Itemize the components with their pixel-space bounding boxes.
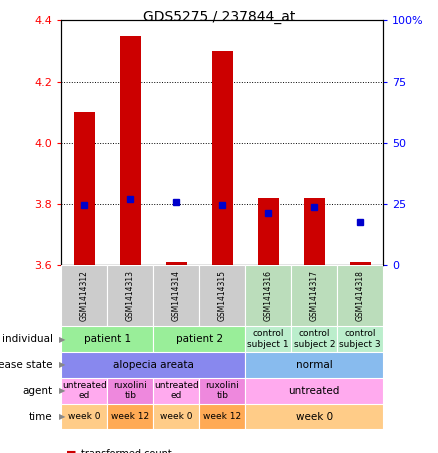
Text: GSM1414315: GSM1414315 — [218, 270, 227, 321]
Bar — [107, 404, 153, 429]
Text: ▶: ▶ — [59, 335, 66, 343]
Bar — [61, 326, 153, 352]
Bar — [337, 326, 383, 352]
Bar — [199, 265, 245, 326]
Text: agent: agent — [22, 386, 53, 396]
Text: ruxolini
tib: ruxolini tib — [113, 381, 147, 400]
Bar — [120, 36, 141, 265]
Bar — [74, 112, 95, 265]
Text: untreated
ed: untreated ed — [62, 381, 107, 400]
Bar — [61, 378, 107, 404]
Bar — [291, 265, 337, 326]
Text: week 0: week 0 — [296, 411, 333, 422]
Bar — [153, 378, 199, 404]
Bar — [61, 352, 245, 378]
Text: patient 2: patient 2 — [176, 334, 223, 344]
Bar — [245, 352, 383, 378]
Text: ▶: ▶ — [59, 361, 66, 369]
Bar — [153, 326, 245, 352]
Text: GSM1414316: GSM1414316 — [264, 270, 273, 321]
Text: disease state: disease state — [0, 360, 53, 370]
Bar — [350, 262, 371, 265]
Text: control
subject 2: control subject 2 — [293, 329, 335, 349]
Text: GSM1414318: GSM1414318 — [356, 270, 365, 321]
Text: time: time — [29, 411, 53, 422]
Bar — [245, 378, 383, 404]
Text: week 12: week 12 — [111, 412, 149, 421]
Text: control
subject 3: control subject 3 — [339, 329, 381, 349]
Text: GDS5275 / 237844_at: GDS5275 / 237844_at — [143, 10, 295, 24]
Bar — [199, 378, 245, 404]
Bar — [245, 265, 291, 326]
Text: week 0: week 0 — [68, 412, 101, 421]
Text: GSM1414312: GSM1414312 — [80, 270, 89, 321]
Text: normal: normal — [296, 360, 332, 370]
Text: patient 1: patient 1 — [84, 334, 131, 344]
Text: GSM1414314: GSM1414314 — [172, 270, 181, 321]
Text: ruxolini
tib: ruxolini tib — [205, 381, 239, 400]
Bar — [245, 404, 383, 429]
Bar — [337, 265, 383, 326]
Text: ▶: ▶ — [59, 386, 66, 395]
Text: untreated
ed: untreated ed — [154, 381, 199, 400]
Text: untreated: untreated — [289, 386, 340, 396]
Text: week 12: week 12 — [203, 412, 241, 421]
Bar — [153, 265, 199, 326]
Text: control
subject 1: control subject 1 — [247, 329, 289, 349]
Bar — [245, 326, 291, 352]
Bar — [166, 262, 187, 265]
Text: week 0: week 0 — [160, 412, 193, 421]
Text: ■: ■ — [66, 449, 76, 453]
Text: ▶: ▶ — [59, 412, 66, 421]
Text: alopecia areata: alopecia areata — [113, 360, 194, 370]
Bar — [291, 326, 337, 352]
Bar — [107, 378, 153, 404]
Text: transformed count: transformed count — [81, 449, 172, 453]
Text: individual: individual — [2, 334, 53, 344]
Text: GSM1414317: GSM1414317 — [310, 270, 319, 321]
Bar — [61, 265, 107, 326]
Bar — [61, 404, 107, 429]
Bar — [153, 404, 199, 429]
Bar — [304, 198, 325, 265]
Bar — [107, 265, 153, 326]
Bar — [199, 404, 245, 429]
Bar — [212, 51, 233, 265]
Text: GSM1414313: GSM1414313 — [126, 270, 135, 321]
Bar — [258, 198, 279, 265]
